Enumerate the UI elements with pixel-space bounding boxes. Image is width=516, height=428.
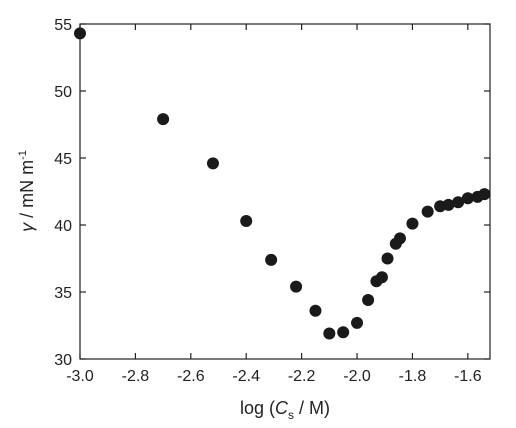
data-point [393,232,406,245]
x-tick-label: -2.2 [288,368,316,385]
data-point [375,271,388,284]
y-axis-title: γ / mN m-1 [17,150,37,232]
y-tick-label: 50 [54,84,72,101]
data-point [157,113,170,126]
x-axis-title: log (Cs / M) [240,398,330,422]
x-tick-label: -3.0 [66,368,94,385]
y-tick-label: 45 [54,151,72,168]
data-point [265,253,278,266]
data-point [206,157,219,170]
data-point [290,280,303,293]
y-axis-ticks: 30 35 40 45 50 55 [54,17,490,369]
data-point [337,326,350,339]
plot-frame [79,23,491,360]
x-tick-label: -1.8 [399,368,427,385]
x-tick-label: -2.4 [232,368,260,385]
x-axis-ticks: -3.0 -2.8 -2.6 -2.4 -2.2 -2.0 -1.8 -1.6 [66,24,482,385]
data-point [351,316,364,329]
data-points [74,27,491,340]
data-point [406,217,419,230]
y-tick-label: 35 [54,285,72,302]
data-point [362,294,375,307]
y-tick-label: 30 [54,352,72,369]
data-point [452,196,465,209]
x-tick-label: -2.6 [177,368,205,385]
data-point [323,327,336,340]
y-tick-label: 55 [54,17,72,34]
data-point [461,192,474,205]
data-point [240,214,253,227]
y-tick-label: 40 [54,218,72,235]
data-point [309,304,322,317]
data-point [421,205,434,218]
data-point [74,27,86,40]
data-point [478,188,491,201]
x-tick-label: -2.8 [122,368,150,385]
x-tick-label: -2.0 [343,368,371,385]
data-point [442,198,455,211]
x-tick-label: -1.6 [454,368,482,385]
data-point [381,252,394,265]
